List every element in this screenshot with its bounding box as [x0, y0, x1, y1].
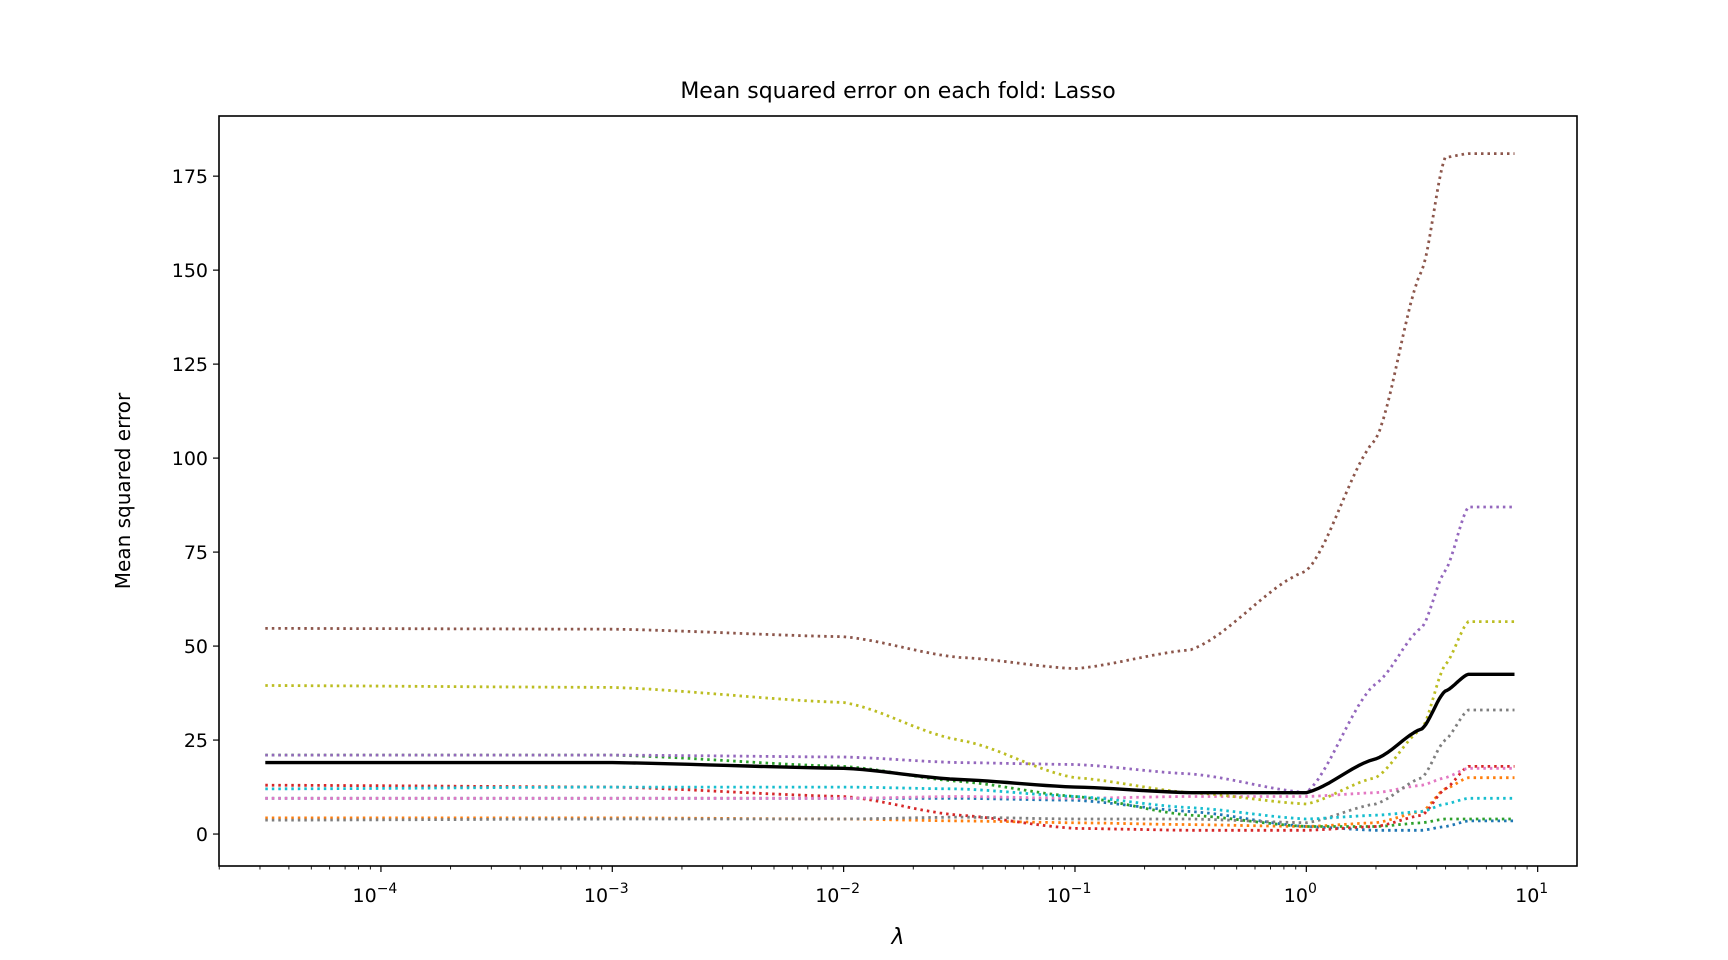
x-axis-label: λ: [890, 925, 904, 950]
fold-line-fold-4: [265, 765, 1515, 832]
chart-title: Mean squared error on each fold: Lasso: [680, 79, 1115, 104]
fold-line-fold-8: [265, 708, 1515, 825]
plot-lines: [265, 152, 1515, 832]
fold-line-fold-5: [265, 505, 1515, 795]
fold-line-fold-3: [265, 753, 1515, 828]
axis-ticks: 0 25 50 75 100 125 150 175 10−4 10−3 10−2 10−1 100 10…: [172, 166, 1548, 907]
x-tick-label: 10−2: [815, 881, 860, 907]
fold-line-fold-6: [265, 152, 1515, 670]
mean-mse-line: [265, 672, 1515, 795]
y-tick-label: 75: [184, 542, 208, 564]
fold-line-fold-7: [265, 766, 1515, 800]
y-tick-label: 175: [172, 166, 208, 188]
x-tick-label: 10−1: [1047, 881, 1092, 907]
plot-frame: [218, 115, 1578, 867]
x-tick-label: 10−4: [353, 881, 398, 907]
x-tick-label: 10−3: [584, 881, 629, 907]
fold-line-fold-10: [265, 785, 1515, 821]
x-tick-label: 100: [1284, 881, 1317, 907]
y-tick-label: 0: [196, 824, 208, 846]
y-tick-label: 150: [172, 260, 208, 282]
y-tick-label: 25: [184, 730, 208, 752]
fold-line-fold-9: [265, 620, 1515, 806]
y-tick-label: 100: [172, 448, 208, 470]
x-tick-label: 101: [1515, 881, 1548, 907]
y-tick-label: 50: [184, 636, 208, 658]
y-axis-label: Mean squared error: [111, 392, 135, 589]
y-tick-label: 125: [172, 354, 208, 376]
